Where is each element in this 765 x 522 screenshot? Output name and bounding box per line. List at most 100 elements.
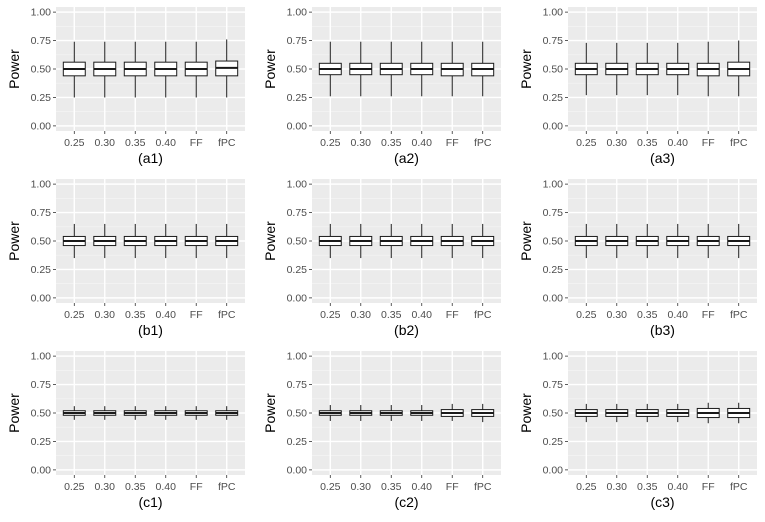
- y-tick-label: 0.75: [543, 207, 564, 219]
- x-tick-label: 0.25: [320, 481, 341, 493]
- y-tick-label: 0.50: [543, 64, 564, 76]
- box-0.40: [666, 403, 690, 423]
- box-0.30: [605, 42, 629, 96]
- x-tick-label: fPC: [474, 137, 492, 149]
- x-tick-label: 0.35: [125, 137, 146, 149]
- x-tick-label: 0.30: [351, 481, 372, 493]
- panel-caption: (a2): [394, 150, 419, 166]
- x-tick-label: fPC: [730, 481, 748, 493]
- y-tick-label: 0.25: [287, 92, 308, 104]
- x-tick-label: 0.40: [412, 481, 433, 493]
- box-0.30: [349, 223, 373, 259]
- box-FF: [696, 223, 720, 259]
- x-tick-label: FF: [446, 137, 459, 149]
- panel-caption: (b1): [138, 322, 163, 338]
- y-axis-title: Power: [262, 49, 278, 89]
- box-0.35: [123, 41, 147, 98]
- y-tick-label: 0.75: [31, 35, 52, 47]
- box-FF: [184, 223, 208, 259]
- x-tick-label: 0.30: [607, 137, 628, 149]
- y-tick-label: 0.00: [31, 120, 52, 132]
- box-0.35: [635, 42, 659, 96]
- box-0.40: [666, 42, 690, 96]
- box-0.25: [62, 223, 86, 259]
- box-0.35: [635, 403, 659, 423]
- y-axis-title: Power: [262, 221, 278, 261]
- y-tick-label: 1.00: [31, 7, 52, 19]
- x-tick-label: 0.40: [668, 481, 689, 493]
- x-tick-label: fPC: [730, 309, 748, 321]
- panel-c1: 0.00 0.25 0.50 0.75 1.00 0.25 0.30 0.35 0.40 FF fP…: [6, 351, 245, 510]
- y-tick-label: 0.25: [287, 264, 308, 276]
- y-tick-label: 0.50: [31, 408, 52, 420]
- x-tick-label: 0.25: [576, 309, 597, 321]
- box-0.30: [605, 403, 629, 423]
- x-tick-label: 0.25: [320, 137, 341, 149]
- x-tick-label: 0.30: [607, 309, 628, 321]
- x-tick-label: 0.30: [351, 309, 372, 321]
- box-FF: [184, 406, 208, 420]
- panel-c3: 0.00 0.25 0.50 0.75 1.00 0.25 0.30 0.35 0.40 FF fP…: [518, 351, 757, 510]
- y-tick-label: 1.00: [287, 7, 308, 19]
- x-tick-label: 0.30: [607, 481, 628, 493]
- x-tick-label: 0.35: [381, 137, 402, 149]
- box-0.30: [349, 41, 373, 97]
- y-axis-title: Power: [6, 49, 22, 89]
- y-axis-title: Power: [518, 221, 534, 261]
- y-tick-label: 1.00: [543, 351, 564, 363]
- box-fPC: [727, 223, 751, 259]
- box-0.35: [379, 41, 403, 97]
- x-tick-label: 0.35: [381, 481, 402, 493]
- box-0.30: [349, 405, 373, 421]
- x-tick-label: 0.40: [156, 309, 177, 321]
- x-tick-label: FF: [702, 481, 715, 493]
- panel-b1: 0.00 0.25 0.50 0.75 1.00 0.25 0.30 0.35 0.40 FF fP…: [6, 179, 245, 338]
- y-tick-label: 0.75: [31, 379, 52, 391]
- y-tick-label: 0.00: [543, 292, 564, 304]
- y-tick-label: 0.25: [31, 92, 52, 104]
- box-0.35: [379, 405, 403, 421]
- y-tick-label: 0.75: [287, 379, 308, 391]
- panel-caption: (c3): [650, 494, 674, 510]
- box-fPC: [471, 41, 495, 97]
- box-0.40: [410, 223, 434, 259]
- box-0.25: [574, 42, 598, 96]
- box-0.40: [154, 223, 178, 259]
- x-tick-label: 0.35: [125, 481, 146, 493]
- y-tick-label: 0.25: [287, 436, 308, 448]
- box-FF: [440, 223, 464, 259]
- y-tick-label: 0.25: [31, 264, 52, 276]
- x-tick-label: fPC: [474, 309, 492, 321]
- box-0.25: [62, 41, 86, 98]
- y-tick-label: 0.50: [287, 408, 308, 420]
- x-tick-label: fPC: [730, 137, 748, 149]
- x-tick-label: 0.25: [64, 309, 85, 321]
- panel-caption: (b3): [650, 322, 675, 338]
- box-0.35: [123, 406, 147, 420]
- y-tick-label: 0.25: [31, 436, 52, 448]
- y-tick-label: 0.00: [543, 120, 564, 132]
- x-tick-label: 0.40: [668, 137, 689, 149]
- y-axis-title: Power: [518, 49, 534, 89]
- x-tick-label: fPC: [218, 309, 236, 321]
- box-0.25: [318, 405, 342, 421]
- x-tick-label: 0.25: [320, 309, 341, 321]
- box-fPC: [471, 403, 495, 423]
- x-tick-label: 0.40: [412, 137, 433, 149]
- x-tick-label: 0.30: [351, 137, 372, 149]
- x-tick-label: FF: [702, 137, 715, 149]
- y-tick-label: 0.50: [287, 64, 308, 76]
- panel-b2: 0.00 0.25 0.50 0.75 1.00 0.25 0.30 0.35 0.40 FF fP…: [262, 179, 501, 338]
- y-tick-label: 0.00: [287, 120, 308, 132]
- panel-a2: 0.00 0.25 0.50 0.75 1.00 0.25 0.30 0.35 0.40 FF fP…: [262, 7, 501, 166]
- x-tick-label: 0.30: [95, 137, 116, 149]
- y-tick-label: 0.00: [31, 464, 52, 476]
- x-tick-label: 0.40: [156, 137, 177, 149]
- box-0.35: [123, 223, 147, 259]
- box-0.40: [410, 405, 434, 421]
- x-tick-label: 0.40: [156, 481, 177, 493]
- y-tick-label: 0.25: [543, 436, 564, 448]
- x-tick-label: FF: [190, 481, 203, 493]
- x-tick-label: FF: [190, 137, 203, 149]
